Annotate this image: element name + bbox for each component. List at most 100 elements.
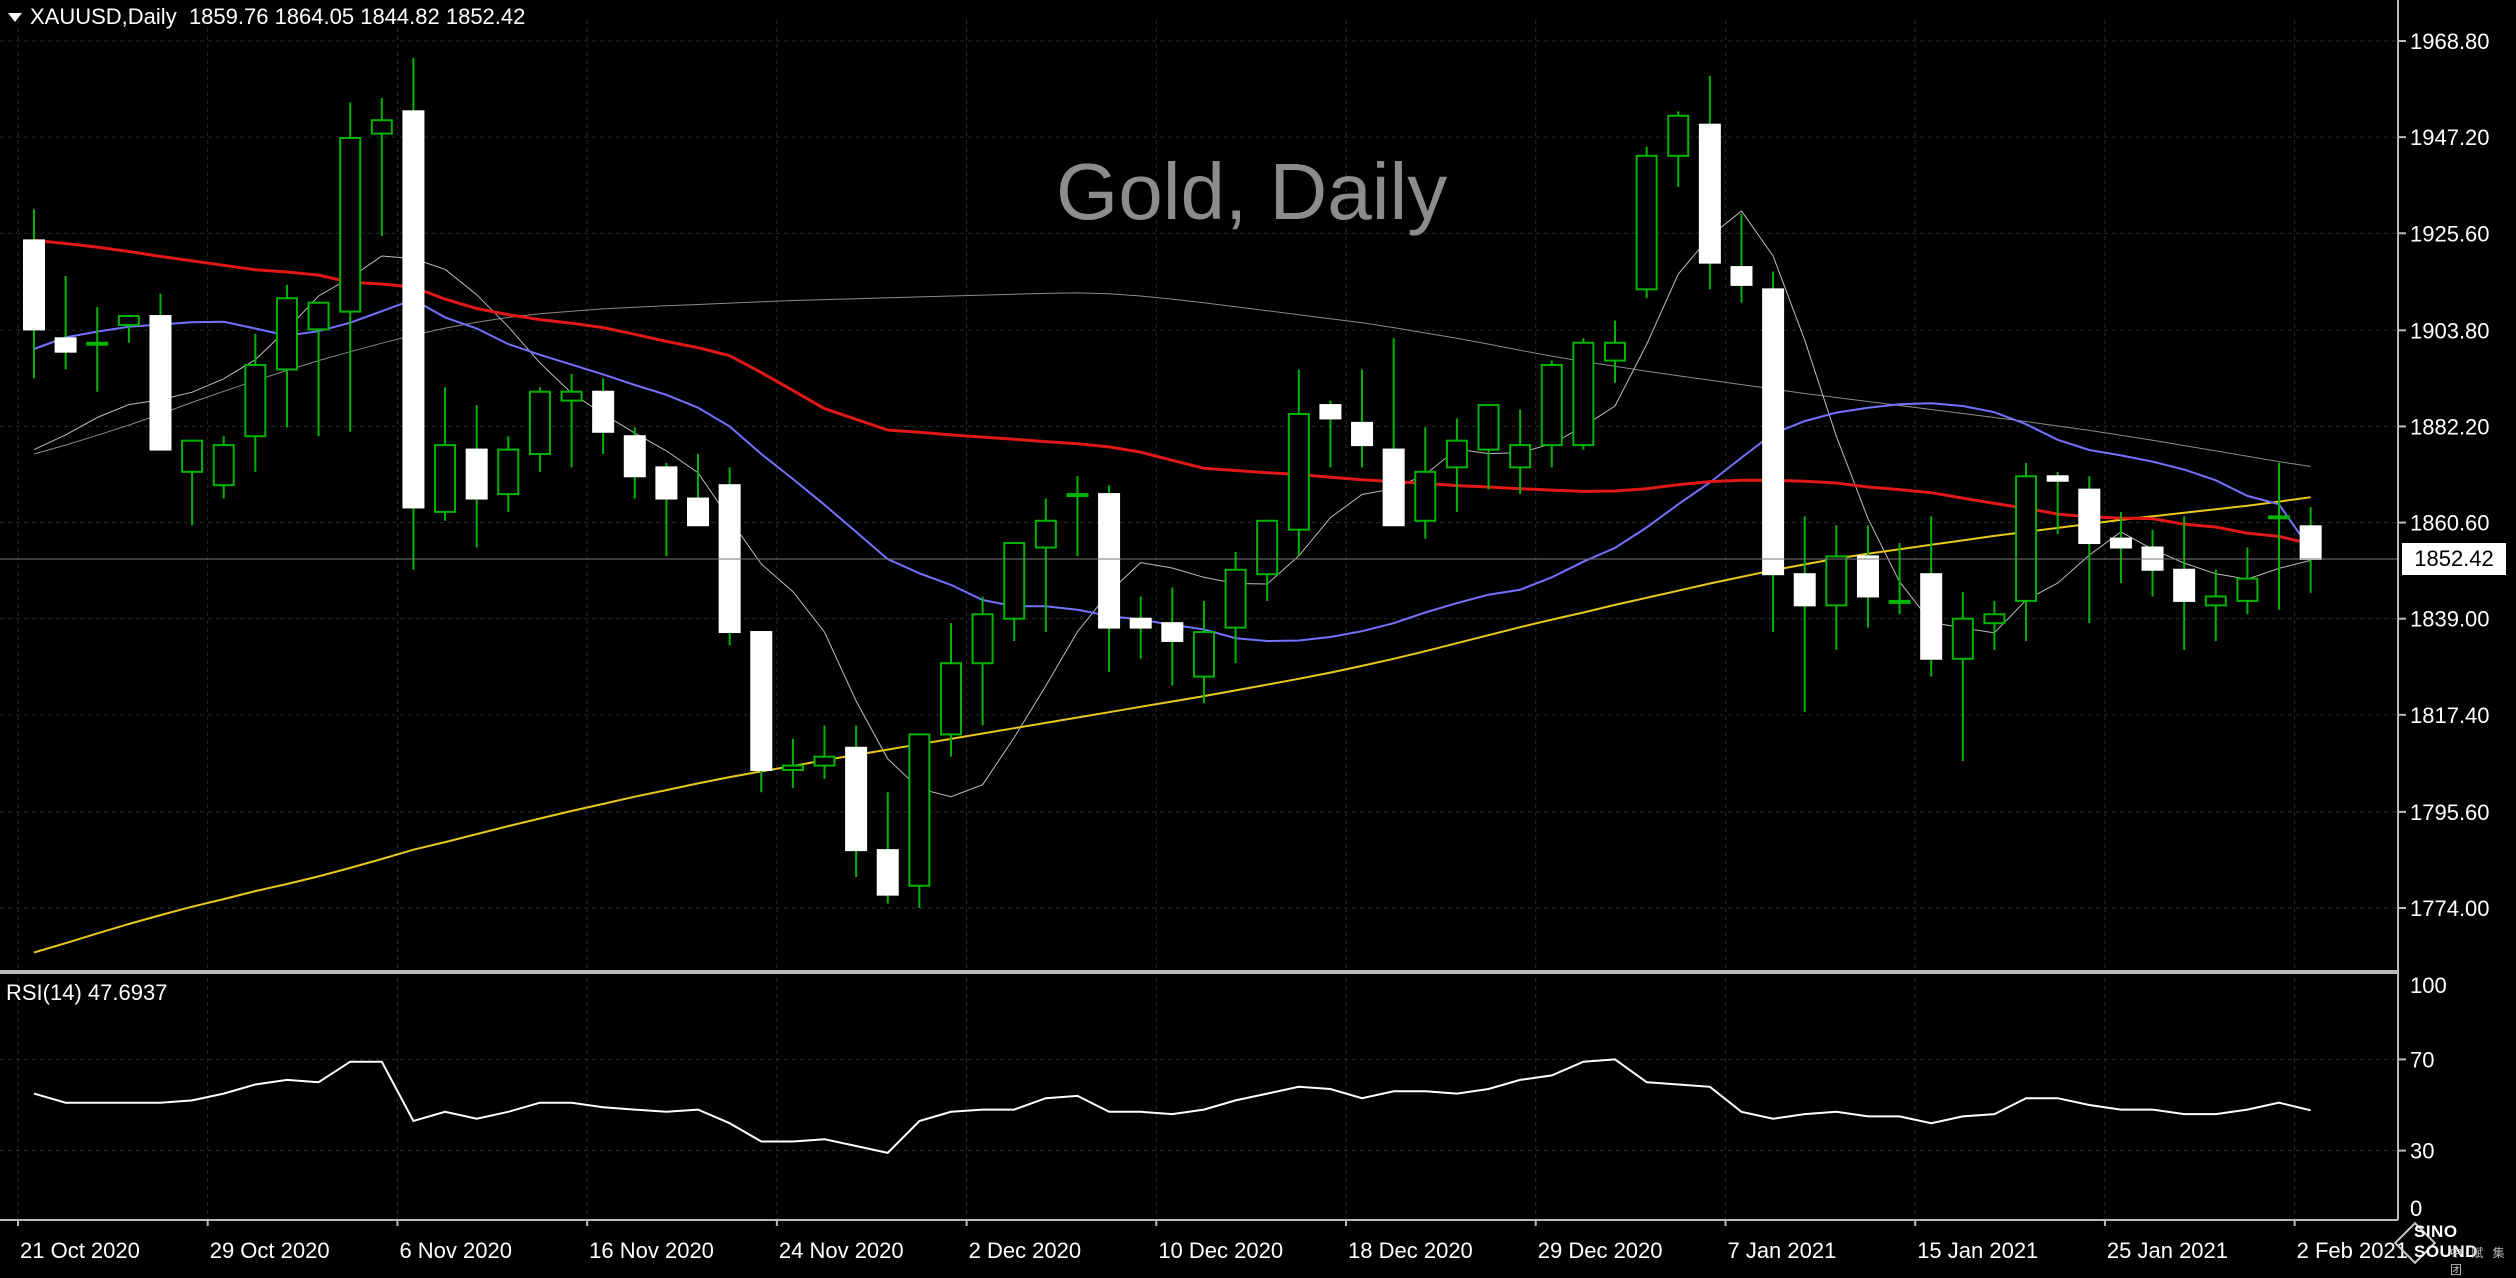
candle-bear [623, 435, 646, 478]
candle-bear [149, 315, 172, 451]
rsi-plot [33, 1058, 2311, 1154]
candle-bull [497, 448, 520, 496]
symbol-label: XAUUSD,Daily [30, 4, 177, 29]
time-tick-label: 18 Dec 2020 [1348, 1238, 1473, 1263]
candle-bull [275, 297, 298, 371]
candle-bear [1762, 288, 1785, 576]
candle-bull [1540, 364, 1563, 447]
ma-yellow-line [33, 496, 2311, 954]
candle-bull [1003, 542, 1026, 620]
price-tick-label: 1860.60 [2410, 511, 2490, 536]
current-price-box: 1852.42 [2402, 543, 2506, 575]
price-tick-label: 1925.60 [2410, 221, 2490, 246]
rsi-line [33, 1058, 2311, 1154]
candle-bull [244, 364, 267, 438]
rsi-indicator-label: RSI(14) 47.6937 [6, 980, 168, 1005]
main-grid [0, 20, 2398, 972]
candle-bear [2109, 537, 2132, 549]
candle-bear [1351, 421, 1374, 447]
time-axis: 21 Oct 2020 29 Oct 2020 6 Nov 2020 16 Nov 2… [17, 1220, 2408, 1263]
candle-bull [1667, 114, 1690, 157]
candle-bear [402, 110, 425, 509]
time-tick-label: 21 Oct 2020 [20, 1238, 140, 1263]
rsi-tick-label: 70 [2410, 1047, 2434, 1072]
candle-bull [908, 733, 931, 887]
candle-bear [2173, 568, 2196, 602]
candle-bull [1572, 341, 1595, 447]
dropdown-triangle-icon[interactable] [8, 12, 22, 22]
candle-bull [307, 301, 330, 331]
candle-bear [876, 849, 899, 896]
candle-bear [1920, 573, 1943, 660]
candle-bull [781, 764, 804, 772]
candle-bull [181, 439, 204, 473]
price-tick-label: 1795.60 [2410, 800, 2490, 825]
candle-bull [528, 390, 551, 456]
candle-bear [1856, 555, 1879, 598]
price-tick-label: 1817.40 [2410, 703, 2490, 728]
price-tick-label: 1839.00 [2410, 607, 2490, 632]
rsi-tick-label: 30 [2410, 1139, 2434, 1164]
time-tick-label: 10 Dec 2020 [1158, 1238, 1283, 1263]
candlesticks [23, 57, 2322, 908]
candle-bull [1825, 555, 1848, 607]
candle-bear [1161, 622, 1184, 642]
candle-bull [560, 390, 583, 402]
candle-bull [1477, 404, 1500, 451]
candle-bull [1951, 617, 1974, 660]
candle-bull [1192, 631, 1215, 678]
price-tick-label: 1774.00 [2410, 896, 2490, 921]
candle-bull [1414, 470, 1437, 522]
candle-bear [23, 239, 45, 331]
price-tick-label: 1968.80 [2410, 29, 2490, 54]
chart-watermark: Gold, Daily [1056, 147, 1448, 236]
candle-bull [971, 613, 994, 665]
candle-bull [339, 137, 362, 313]
candle-bull [1509, 444, 1532, 469]
candle-bear [1382, 448, 1405, 527]
candle-bull [370, 119, 393, 135]
candle-bear [845, 746, 868, 852]
candle-bull [117, 315, 140, 326]
candle-bear [592, 390, 615, 433]
candle-bull [212, 444, 235, 487]
candle-bull [1635, 154, 1658, 291]
candle-bear [1698, 123, 1721, 264]
candle-bear [687, 497, 710, 527]
sino-sound-logo: SINO SOUND 中 赋 集 团 [2393, 1221, 2512, 1277]
ohlc-values: 1859.76 1864.05 1844.82 1852.42 [188, 4, 526, 29]
candle-bear [1730, 266, 1753, 286]
candle-bear [54, 337, 77, 353]
candle-bull [1066, 493, 1089, 498]
rsi-axis: 100 70 30 0 [2398, 973, 2447, 1221]
price-tick-label: 1947.20 [2410, 125, 2490, 150]
candle-bear [1098, 493, 1121, 629]
candle-bull [86, 341, 109, 346]
price-axis: 1968.80 1947.20 1925.60 1903.80 1882.20 1860.… [2398, 29, 2490, 921]
candle-bull [1604, 341, 1626, 362]
time-tick-label: 16 Nov 2020 [589, 1238, 714, 1263]
candle-bull [1287, 412, 1310, 531]
time-tick-label: 15 Jan 2021 [1917, 1238, 2038, 1263]
rsi-tick-label: 0 [2410, 1196, 2422, 1221]
candle-bear [1793, 573, 1816, 607]
candle-bull [1256, 519, 1279, 576]
candle-bear [1319, 404, 1342, 420]
time-tick-label: 24 Nov 2020 [779, 1238, 904, 1263]
time-tick-label: 29 Dec 2020 [1538, 1238, 1663, 1263]
candle-bull [2015, 475, 2038, 602]
logo-subtitle: 中 赋 集 团 [2450, 1246, 2508, 1277]
time-tick-label: 2 Dec 2020 [969, 1238, 1082, 1263]
time-tick-label: 6 Nov 2020 [399, 1238, 512, 1263]
candle-bull [1034, 519, 1057, 549]
time-tick-label: 2 Feb 2021 [2297, 1238, 2408, 1263]
chart-header: XAUUSD,Daily 1859.76 1864.05 1844.82 185… [0, 4, 525, 30]
candle-bear [1129, 617, 1152, 629]
candle-bull [434, 444, 457, 513]
price-tick-label: 1882.20 [2410, 414, 2490, 439]
price-tick-label: 1903.80 [2410, 318, 2490, 343]
candle-bull [1888, 599, 1911, 604]
candle-bull [1445, 439, 1468, 469]
candle-bear [2046, 475, 2069, 482]
